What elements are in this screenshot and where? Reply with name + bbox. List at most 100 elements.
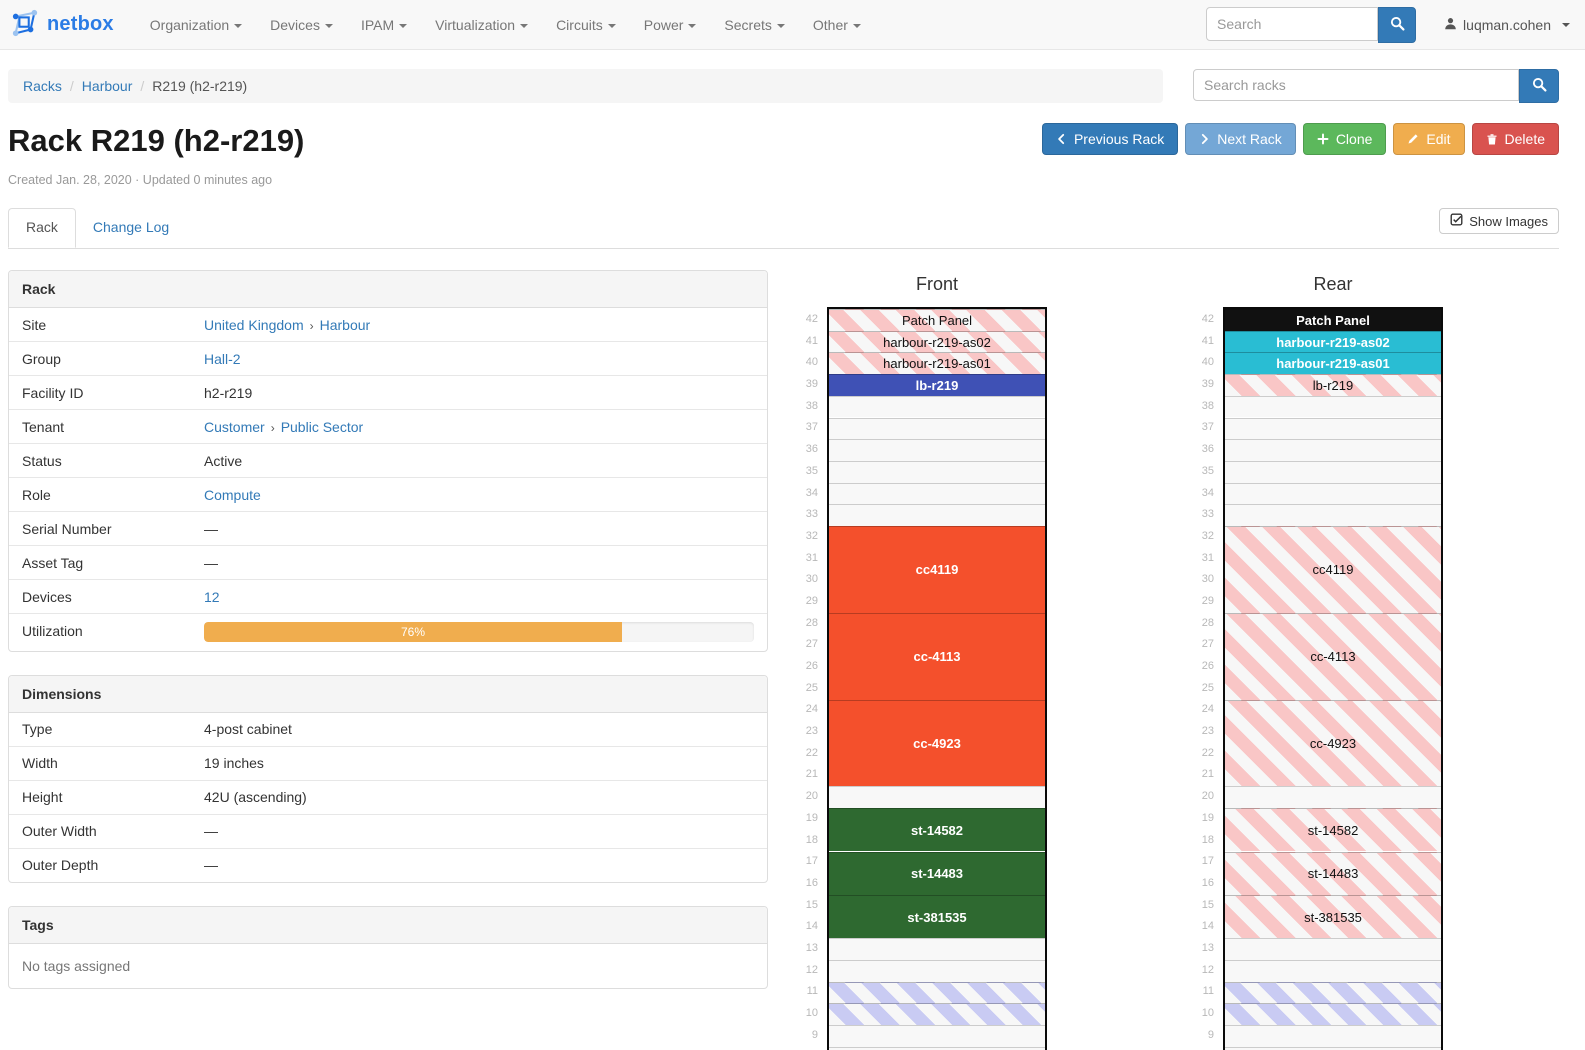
- rack-unit-empty[interactable]: [829, 395, 1045, 418]
- rack-device[interactable]: st-381535: [1225, 894, 1441, 939]
- nav-item-virtualization[interactable]: Virtualization: [421, 17, 542, 33]
- unit-number-label: 30: [805, 573, 818, 586]
- rack-unit-empty[interactable]: [1225, 395, 1441, 418]
- user-menu[interactable]: luqman.cohen: [1444, 17, 1570, 33]
- show-images-button[interactable]: Show Images: [1439, 208, 1559, 234]
- elevation-rear: Rear 42 41 40 39 38 37 36 35 34 33 32 31 30 29 28 27 26 2…: [1191, 270, 1443, 1050]
- breadcrumb-item-harbour[interactable]: Harbour: [81, 78, 133, 94]
- rack-panel-rows: Site United Kingdom › Harbour Group Hall-2 Fac…: [9, 308, 767, 651]
- rack-device-label: st-381535: [1304, 909, 1362, 925]
- rack-device[interactable]: lb-r219: [1225, 374, 1441, 396]
- plus-icon: [1317, 133, 1329, 145]
- rack-device[interactable]: harbour-r219-as02: [829, 330, 1045, 353]
- field-value-link[interactable]: Compute: [204, 486, 261, 503]
- rack-unit-empty[interactable]: [829, 504, 1045, 526]
- rack-unit-empty[interactable]: [829, 439, 1045, 461]
- rack-unit-empty[interactable]: [829, 482, 1045, 505]
- nav-item-ipam[interactable]: IPAM: [347, 17, 421, 33]
- tab-change-log[interactable]: Change Log: [92, 219, 170, 235]
- field-value: h2-r219: [204, 376, 767, 409]
- rack-device-label: st-381535: [907, 909, 967, 925]
- unit-number-label: 10: [805, 1007, 818, 1019]
- attr-row-tenant: Tenant Customer › Public Sector: [9, 409, 767, 443]
- rack-unit-empty[interactable]: [829, 1025, 1045, 1047]
- rack-device[interactable]: st-14483: [1225, 851, 1441, 895]
- chevron-down-icon: [234, 23, 243, 28]
- attr-row-devices: Devices 12: [9, 579, 767, 613]
- rack-device[interactable]: Patch Panel: [1225, 309, 1441, 331]
- rack-device[interactable]: lb-r219: [829, 374, 1045, 396]
- rack-unit-empty[interactable]: [829, 1046, 1045, 1050]
- field-value-link[interactable]: 12: [204, 588, 220, 605]
- field-value-text: —: [204, 520, 218, 537]
- breadcrumb-item-racks[interactable]: Racks: [23, 78, 62, 94]
- rack-device[interactable]: cc4119: [829, 526, 1045, 613]
- field-value-text: 19 inches: [204, 755, 264, 771]
- field-value-link[interactable]: Hall-2: [204, 350, 241, 367]
- tab-rack[interactable]: Rack: [8, 208, 76, 248]
- rack-unit-empty[interactable]: [1225, 960, 1441, 982]
- rack-device[interactable]: st-14582: [1225, 808, 1441, 852]
- field-value: Compute: [204, 478, 767, 511]
- rack-unit-empty[interactable]: [829, 786, 1045, 809]
- nav-item-organization[interactable]: Organization: [136, 17, 256, 33]
- field-value-link[interactable]: Public Sector: [280, 418, 364, 435]
- field-value-link[interactable]: United Kingdom: [204, 316, 304, 333]
- rack-unit-empty[interactable]: [829, 938, 1045, 960]
- rack-unit-empty[interactable]: [1225, 938, 1441, 960]
- rack-unit-empty[interactable]: [1225, 786, 1441, 809]
- rack-unit-empty[interactable]: [1225, 504, 1441, 526]
- nav-item-secrets[interactable]: Secrets: [710, 17, 798, 33]
- clone-button[interactable]: Clone: [1302, 123, 1387, 155]
- created-updated-meta: Created Jan. 28, 2020 · Updated 0 minute…: [8, 173, 273, 187]
- unit-number-column: 42 41 40 39 38 37 36 35 34 33 32 31 30 29 28 27 26 25 24 23…: [795, 307, 827, 1050]
- rack-search-input[interactable]: [1193, 69, 1519, 101]
- nav-item-other[interactable]: Other: [799, 17, 875, 33]
- field-value-link[interactable]: Harbour: [319, 316, 371, 333]
- rack-device[interactable]: harbour-r219-as01: [829, 352, 1045, 375]
- rack-device[interactable]: cc-4923: [1225, 699, 1441, 787]
- top-navbar: netbox Organization Devices IPAM Virtualiza…: [0, 0, 1585, 50]
- rack-device[interactable]: Patch Panel: [829, 309, 1045, 331]
- rack-device[interactable]: cc-4113: [1225, 612, 1441, 700]
- field-value: —: [204, 849, 767, 882]
- field-label: Width: [22, 755, 58, 771]
- delete-button[interactable]: Delete: [1471, 123, 1559, 155]
- rack-unit-empty[interactable]: [829, 460, 1045, 483]
- rack-unit-empty[interactable]: [1225, 417, 1441, 440]
- panel-title: Rack: [9, 271, 767, 308]
- rack-unit-empty[interactable]: [1225, 1025, 1441, 1047]
- breadcrumb: Racks / Harbour / R219 (h2-r219): [8, 69, 1163, 103]
- nav-item-devices[interactable]: Devices: [256, 17, 347, 33]
- nav-item-power[interactable]: Power: [630, 17, 711, 33]
- field-value-link[interactable]: Customer: [204, 418, 265, 435]
- rack-device-label: lb-r219: [1312, 377, 1354, 393]
- rack-unit-empty[interactable]: [1225, 439, 1441, 461]
- search-icon: [1532, 77, 1547, 95]
- rack-device[interactable]: harbour-r219-as01: [1225, 352, 1441, 375]
- rack-unit-empty[interactable]: [1225, 482, 1441, 505]
- edit-button[interactable]: Edit: [1393, 123, 1465, 155]
- rack-device[interactable]: cc4119: [1225, 526, 1441, 613]
- rack-device[interactable]: harbour-r219-as02: [1225, 330, 1441, 353]
- rack-unit-empty[interactable]: [829, 960, 1045, 982]
- rack-device[interactable]: st-381535: [829, 894, 1045, 939]
- netbox-logo[interactable]: netbox: [10, 9, 114, 40]
- rack-unit-empty[interactable]: [1225, 1046, 1441, 1050]
- rack-device[interactable]: cc-4113: [829, 612, 1045, 700]
- rack-search-button[interactable]: [1519, 69, 1559, 103]
- rack-device[interactable]: st-14582: [829, 808, 1045, 852]
- global-search-input[interactable]: [1206, 6, 1379, 41]
- rack-unit-empty[interactable]: [829, 417, 1045, 440]
- unit-number-label: 18: [805, 833, 818, 846]
- field-value: 19 inches: [204, 747, 767, 780]
- rack-unit-empty[interactable]: [1225, 460, 1441, 483]
- rack-device[interactable]: cc-4923: [829, 699, 1045, 787]
- global-search-button[interactable]: [1378, 6, 1417, 43]
- nav-item-circuits[interactable]: Circuits: [542, 17, 630, 33]
- unit-number-label: 24: [805, 703, 818, 716]
- rack-reservation: [829, 981, 1045, 1004]
- previous-rack-button[interactable]: Previous Rack: [1041, 123, 1179, 155]
- next-rack-button[interactable]: Next Rack: [1185, 123, 1296, 155]
- rack-device[interactable]: st-14483: [829, 851, 1045, 895]
